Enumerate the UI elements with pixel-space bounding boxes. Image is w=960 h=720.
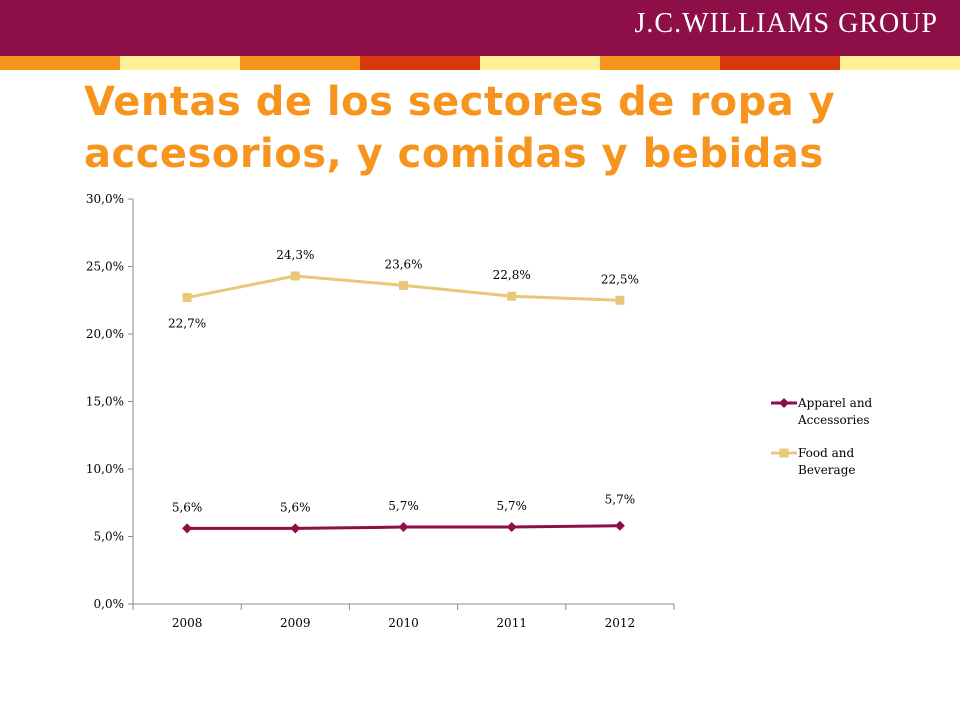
data-point — [614, 520, 625, 531]
stripe-segment — [600, 56, 720, 70]
data-label: 23,6% — [384, 257, 422, 271]
stripe-segment — [720, 56, 840, 70]
legend-label: Apparel and — [797, 396, 873, 410]
legend-marker — [779, 398, 789, 408]
data-label: 5,6% — [172, 500, 203, 514]
y-tick-label: 25,0% — [86, 260, 124, 274]
x-tick-label: 2011 — [496, 616, 527, 630]
y-tick-label: 0,0% — [94, 597, 125, 611]
data-point — [615, 295, 625, 305]
data-point — [182, 293, 192, 303]
legend-label: Food and — [798, 446, 854, 460]
stripe-segment — [240, 56, 360, 70]
data-point — [182, 523, 193, 534]
data-label: 22,7% — [168, 317, 206, 331]
stripe-segment — [0, 56, 120, 70]
slide-title: Ventas de los sectores de ropa y accesor… — [84, 79, 836, 177]
x-tick-label: 2009 — [280, 616, 311, 630]
y-tick-label: 5,0% — [94, 530, 125, 544]
company-logo: J.C.WILLIAMS GROUP — [634, 8, 938, 39]
data-point — [506, 522, 517, 533]
data-point — [399, 280, 408, 290]
y-tick-label: 20,0% — [86, 327, 124, 341]
legend-marker — [779, 448, 789, 458]
legend-label: Beverage — [798, 463, 855, 477]
data-label: 24,3% — [276, 248, 314, 262]
y-tick-label: 30,0% — [86, 192, 124, 206]
data-label: 5,6% — [280, 500, 311, 514]
legend-label: Accessories — [797, 413, 870, 427]
x-tick-label: 2008 — [172, 616, 203, 630]
stripe-segment — [840, 56, 960, 70]
x-tick-label: 2010 — [388, 616, 419, 630]
data-point — [290, 271, 300, 281]
color-stripe — [0, 56, 960, 70]
x-tick-label: 2012 — [605, 616, 636, 630]
data-point — [398, 522, 409, 533]
data-label: 22,8% — [493, 268, 531, 282]
data-label: 5,7% — [605, 493, 636, 507]
data-point — [507, 291, 517, 301]
top-banner: J.C.WILLIAMS GROUP — [0, 0, 960, 56]
y-tick-label: 10,0% — [86, 462, 124, 476]
data-label: 22,5% — [601, 272, 639, 286]
y-tick-label: 15,0% — [86, 395, 124, 409]
data-point — [290, 523, 301, 534]
stripe-segment — [360, 56, 480, 70]
stripe-segment — [480, 56, 600, 70]
data-label: 5,7% — [388, 499, 419, 513]
stripe-segment — [120, 56, 240, 70]
data-label: 5,7% — [496, 499, 527, 513]
